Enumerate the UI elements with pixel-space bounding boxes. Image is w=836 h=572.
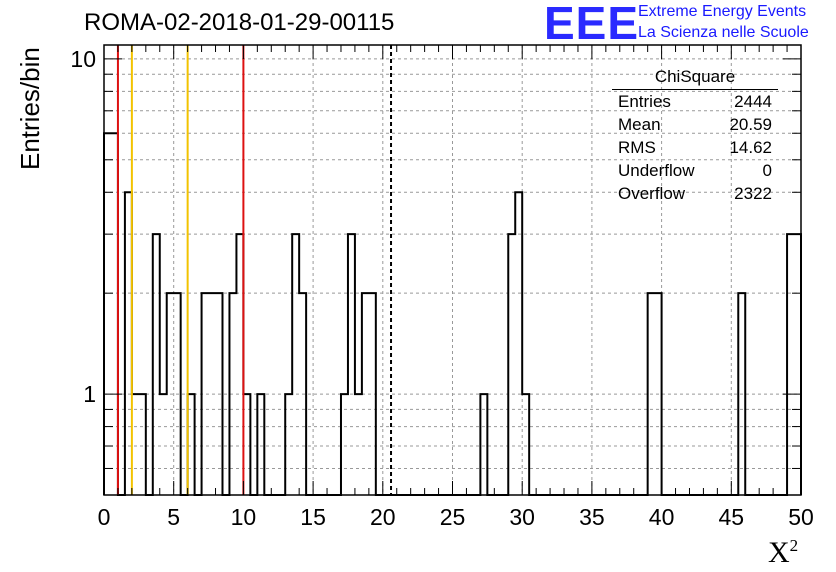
histogram-bin — [292, 234, 299, 495]
stats-label: RMS — [618, 138, 656, 157]
stats-value: 2322 — [734, 184, 772, 203]
histogram-bin — [348, 234, 355, 495]
stats-row-mean: Mean 20.59 — [612, 113, 778, 136]
x-axis-label-base: X — [768, 536, 790, 569]
histogram-bin — [787, 234, 794, 495]
stats-value: 2444 — [734, 92, 772, 111]
x-tick-label: 0 — [98, 504, 111, 530]
x-tick-label: 25 — [440, 504, 466, 530]
x-tick-label: 15 — [300, 504, 326, 530]
x-tick-label: 10 — [231, 504, 257, 530]
stats-title: ChiSquare — [612, 66, 778, 90]
stats-row-overflow: Overflow 2322 — [612, 182, 778, 205]
x-tick-label: 35 — [579, 504, 605, 530]
x-tick-label: 40 — [649, 504, 675, 530]
histogram-bin — [515, 192, 522, 495]
stats-label: Overflow — [618, 184, 686, 203]
marker-lines — [116, 45, 393, 495]
chart-title: ROMA-02-2018-01-29-00115 — [84, 9, 395, 36]
histogram-bin — [794, 234, 801, 495]
eee-logo: EEE — [544, 0, 640, 49]
histogram-bin — [111, 133, 118, 495]
stats-row-underflow: Underflow 0 — [612, 159, 778, 182]
stats-row-entries: Entries 2444 — [612, 90, 778, 113]
stats-box: ChiSquare Entries 2444 Mean 20.59 RMS 14… — [612, 66, 778, 205]
x-tick-label: 30 — [509, 504, 535, 530]
stats-label: Entries — [618, 92, 671, 111]
y-axis-label: Entries/bin — [15, 47, 45, 170]
x-axis-label-sup: 2 — [789, 536, 799, 555]
y-tick-label: 10 — [70, 46, 96, 72]
histogram-bin — [508, 234, 515, 495]
stats-value: 0 — [762, 161, 772, 180]
histogram-bin — [236, 234, 243, 495]
x-tick-label: 45 — [719, 504, 745, 530]
stats-row-rms: RMS 14.62 — [612, 136, 778, 159]
stats-value: 20.59 — [729, 115, 772, 134]
histogram-bin — [125, 192, 132, 495]
stats-label: Mean — [618, 115, 661, 134]
logo-subtitle-line1: Extreme Energy Events — [638, 3, 807, 20]
x-tick-label: 5 — [167, 504, 180, 530]
histogram-bin — [153, 234, 160, 495]
stats-label: Underflow — [618, 161, 695, 180]
x-tick-label: 20 — [370, 504, 396, 530]
x-tick-label: 50 — [788, 504, 814, 530]
y-tick-label: 1 — [83, 381, 96, 407]
logo-subtitle-line2: La Scienza nelle Scuole — [638, 24, 809, 41]
axes: 0 5 10 15 20 25 30 35 40 45 50 1 10 — [70, 44, 814, 530]
stats-value: 14.62 — [729, 138, 772, 157]
histogram-bin — [104, 133, 111, 495]
x-axis-label: X2 — [768, 536, 798, 570]
